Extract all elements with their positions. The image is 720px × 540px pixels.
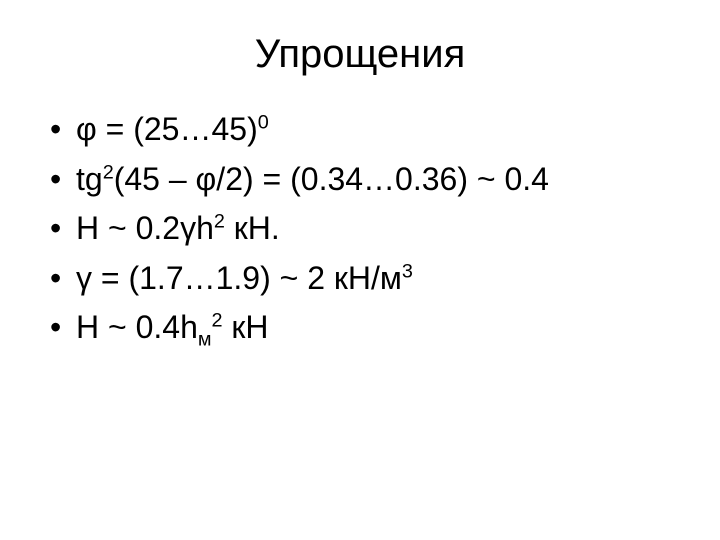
- bullet-text-sup: 2: [103, 161, 114, 183]
- bullet-text-post: (45 – φ/2) = (0.34…0.36) ~ 0.4: [114, 161, 549, 197]
- bullet-text-sub: м: [198, 329, 212, 351]
- list-item: H ~ 0.4hм2 кН: [48, 303, 672, 353]
- list-item: φ = (25…45)0: [48, 105, 672, 155]
- bullet-text-pre: γ = (1.7…1.9) ~ 2 кН/м: [76, 260, 402, 296]
- bullet-text-pre: tg: [76, 161, 103, 197]
- bullet-text-post: кН: [223, 309, 269, 345]
- bullet-list: φ = (25…45)0 tg2(45 – φ/2) = (0.34…0.36)…: [48, 105, 672, 353]
- bullet-text-sup: 0: [258, 111, 269, 133]
- bullet-text-pre: H ~ 0.4h: [76, 309, 198, 345]
- list-item: γ = (1.7…1.9) ~ 2 кН/м3: [48, 254, 672, 304]
- bullet-text-pre: H ~ 0.2γh: [76, 210, 214, 246]
- list-item: H ~ 0.2γh2 кН.: [48, 204, 672, 254]
- list-item: tg2(45 – φ/2) = (0.34…0.36) ~ 0.4: [48, 155, 672, 205]
- bullet-text-sup: 2: [214, 211, 225, 233]
- slide-title: Упрощения: [48, 32, 672, 77]
- bullet-text-sup: 3: [402, 260, 413, 282]
- bullet-text-pre: φ = (25…45): [76, 111, 258, 147]
- bullet-text-post: кН.: [225, 210, 280, 246]
- bullet-text-sup: 2: [212, 310, 223, 332]
- slide: Упрощения φ = (25…45)0 tg2(45 – φ/2) = (…: [0, 0, 720, 540]
